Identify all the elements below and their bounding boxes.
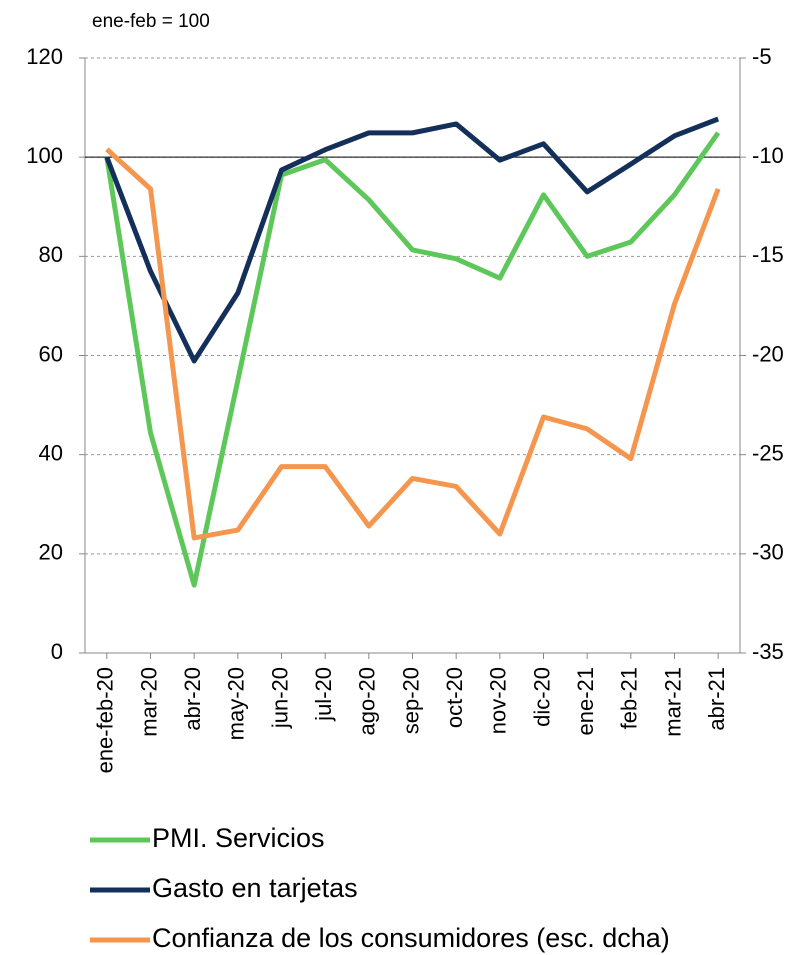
series-line: [104, 116, 720, 364]
y-tick-label: 60: [39, 341, 63, 366]
x-tick-label: abr-20: [180, 667, 205, 731]
y2-tick-label: -35: [752, 639, 784, 664]
y2-tick-label: -15: [752, 242, 784, 267]
x-tick-label: nov-20: [486, 667, 511, 734]
x-tick-label: jun-20: [267, 667, 292, 729]
y2-tick-label: -20: [752, 341, 784, 366]
y2-tick-label: -5: [752, 44, 772, 69]
y-tick-label: 0: [51, 639, 63, 664]
y-tick-label: 20: [39, 540, 63, 565]
legend-label: Gasto en tarjetas: [152, 873, 358, 903]
x-tick-label: oct-20: [442, 667, 467, 728]
x-tick-label: jul-20: [311, 667, 336, 722]
y-tick-label: 80: [39, 242, 63, 267]
legend-label: Confianza de los consumidores (esc. dcha…: [152, 923, 670, 953]
series-line: [105, 147, 721, 541]
series-line: [104, 131, 721, 588]
x-tick-label: mar-20: [136, 667, 161, 737]
x-tick-label: ene-21: [573, 667, 598, 736]
subtitle: ene-feb = 100: [92, 11, 210, 32]
legend-label: PMI. Servicios: [152, 823, 325, 853]
y2-tick-label: -10: [752, 143, 784, 168]
y-tick-label: 100: [26, 143, 63, 168]
x-tick-label: ago-20: [355, 667, 380, 736]
x-tick-label: abr-21: [704, 667, 729, 731]
y2-tick-label: -25: [752, 440, 784, 465]
x-tick-label: may-20: [224, 667, 249, 740]
x-tick-label: ene-feb-20: [93, 667, 118, 773]
x-tick-label: mar-21: [660, 667, 685, 737]
x-tick-label: dic-20: [529, 667, 554, 727]
y-tick-label: 40: [39, 440, 63, 465]
y-tick-label: 120: [26, 44, 63, 69]
x-tick-label: feb-21: [617, 667, 642, 729]
x-tick-label: sep-20: [398, 667, 423, 734]
y2-tick-label: -30: [752, 540, 784, 565]
